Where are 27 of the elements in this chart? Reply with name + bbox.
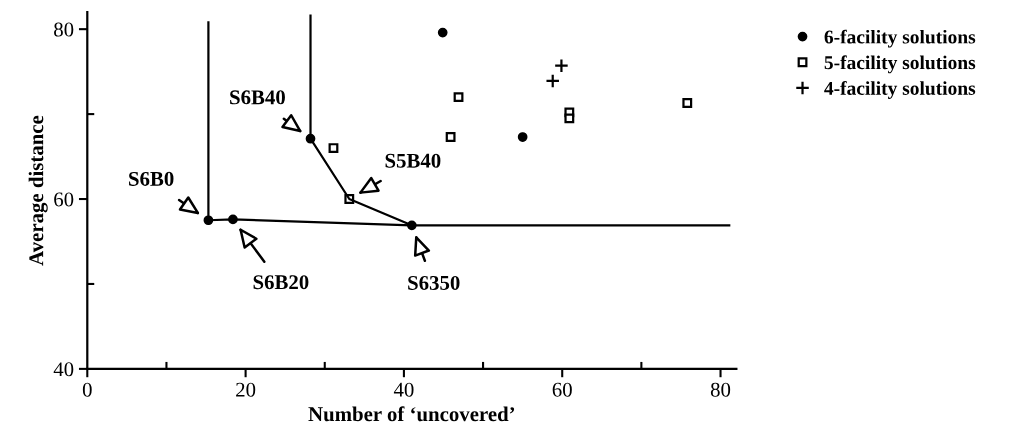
point xyxy=(328,143,339,153)
y-tick-label: 80 xyxy=(54,22,74,37)
x-tick-label: 20 xyxy=(236,382,256,397)
point xyxy=(437,27,448,38)
point xyxy=(445,132,456,142)
legend-label: 4-facility solutions xyxy=(824,81,976,99)
annotation: S6350 xyxy=(408,275,460,290)
x-tick-label: 40 xyxy=(393,382,414,397)
annotation: S5B40 xyxy=(385,153,441,168)
point xyxy=(453,92,464,103)
annotation: S6B20 xyxy=(253,275,309,290)
y-tick-label: 60 xyxy=(54,192,74,207)
annotation: S6B0 xyxy=(129,171,174,186)
x-tick-label: 80 xyxy=(710,382,731,397)
legend-label: 5-facility solutions xyxy=(824,55,976,74)
annotation: S6B40 xyxy=(230,90,285,105)
point xyxy=(554,58,569,74)
point xyxy=(564,113,575,124)
x-tick-label: 0 xyxy=(82,382,92,397)
point xyxy=(517,132,528,142)
x-tick-label: 60 xyxy=(552,382,572,397)
point xyxy=(545,73,561,89)
legend-label: 6-facility solutions xyxy=(824,29,976,48)
y-tick-label: 40 xyxy=(53,362,74,377)
point xyxy=(682,98,693,108)
x-axis-title: Number of ‘uncovered’ xyxy=(308,406,515,422)
y-axis-title: Average distance xyxy=(28,115,48,266)
